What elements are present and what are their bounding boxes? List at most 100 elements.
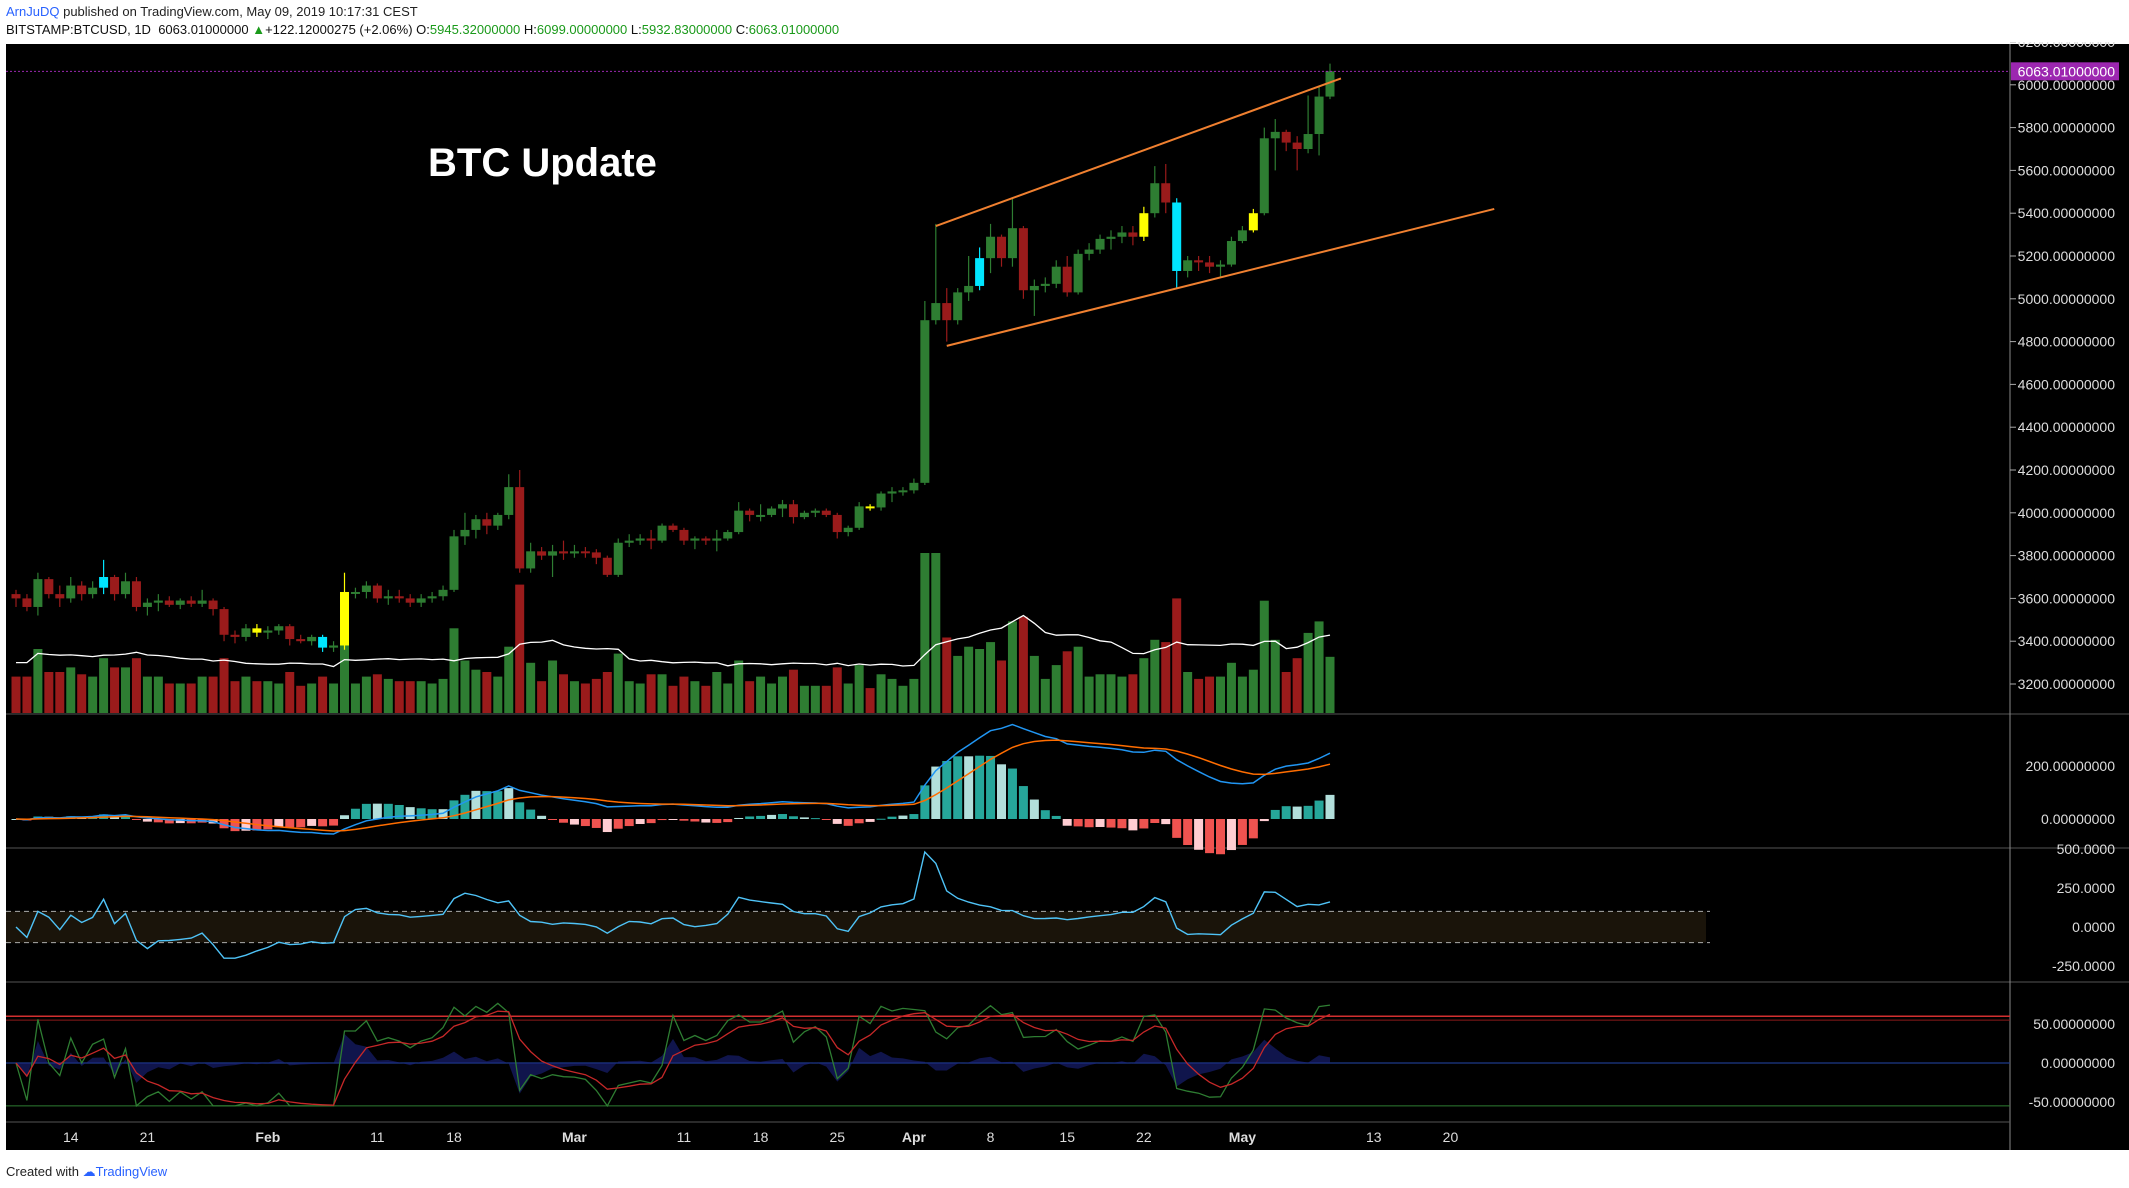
price-tick-label: 4400.00000000 xyxy=(2018,419,2116,435)
macd-tick-label: 200.00000000 xyxy=(2025,758,2115,774)
cci-tick-label: 250.0000 xyxy=(2057,880,2116,896)
macd-histogram-bar xyxy=(1226,819,1236,851)
volume-bar xyxy=(99,658,109,713)
candle-body xyxy=(1325,71,1335,97)
macd-histogram-bar xyxy=(1073,819,1083,827)
up-arrow-icon: ▲ xyxy=(252,22,266,37)
candle-body xyxy=(778,504,787,509)
x-tick-label: 18 xyxy=(446,1129,462,1145)
macd-histogram-bar xyxy=(482,791,492,819)
candle-body xyxy=(580,551,590,554)
chart-canvas[interactable]: 6200.00000000 6000.00000000 5800.00000000 5… xyxy=(0,42,2129,1157)
macd-histogram-bar xyxy=(1051,815,1061,819)
volume-bar xyxy=(799,685,809,713)
chart-background xyxy=(6,44,2010,1150)
macd-histogram-bar xyxy=(646,819,656,824)
cci-tick-label: 500.0000 xyxy=(2057,841,2116,857)
candle-body xyxy=(1095,238,1105,250)
macd-histogram-bar xyxy=(756,815,766,819)
candle-body xyxy=(11,594,21,599)
candle-body xyxy=(1270,131,1280,139)
candle-body xyxy=(646,538,656,541)
price-tick-label: 4200.00000000 xyxy=(2018,462,2116,478)
macd-histogram-bar xyxy=(274,819,284,828)
macd-histogram-bar xyxy=(1018,786,1028,819)
macd-histogram-bar xyxy=(1205,819,1215,854)
volume-bar xyxy=(756,676,766,713)
macd-histogram-bar xyxy=(142,819,152,822)
candle-body xyxy=(22,598,32,607)
macd-histogram-bar xyxy=(241,819,251,831)
macd-histogram-bar xyxy=(1194,819,1204,850)
candle-body xyxy=(1062,266,1072,293)
candle-body xyxy=(307,636,317,642)
macd-histogram-bar xyxy=(778,814,787,819)
volume-bar xyxy=(1314,621,1324,713)
macd-histogram-bar xyxy=(1248,819,1258,839)
candle-body xyxy=(142,602,152,607)
macd-histogram-bar xyxy=(394,804,404,819)
candle-body xyxy=(712,538,722,541)
candle-body xyxy=(1226,241,1236,265)
macd-histogram-bar xyxy=(1259,819,1269,822)
candle-body xyxy=(208,600,218,610)
volume-bar xyxy=(88,676,98,713)
candle-body xyxy=(931,303,941,321)
macd-histogram-bar xyxy=(1040,810,1050,819)
low-label: L: xyxy=(630,22,642,37)
price-tick-label: 5600.00000000 xyxy=(2018,162,2116,178)
volume-bar xyxy=(1281,672,1291,713)
volume-bar xyxy=(1040,678,1050,713)
volume-bar xyxy=(405,681,415,713)
macd-histogram-bar xyxy=(613,819,623,829)
macd-histogram-bar xyxy=(405,807,415,819)
candle-body xyxy=(164,600,174,605)
volume-bar xyxy=(1029,655,1039,713)
volume-bar xyxy=(646,674,656,713)
candle-body xyxy=(975,258,985,286)
author-link[interactable]: ArnJuDQ xyxy=(6,4,60,19)
volume-bar xyxy=(427,683,437,713)
candle-body xyxy=(449,536,459,590)
macd-histogram-bar xyxy=(1106,819,1116,828)
candle-body xyxy=(438,589,448,597)
footer-text: Created with xyxy=(6,1164,79,1179)
candle-body xyxy=(1007,228,1017,259)
candle-body xyxy=(383,596,393,599)
candle-body xyxy=(252,628,262,633)
candle-body xyxy=(1259,138,1269,214)
axes: 6200.00000000 6000.00000000 5800.00000000 5… xyxy=(63,42,2119,1145)
candle-body xyxy=(821,510,831,515)
price-tick-label: 3600.00000000 xyxy=(2018,590,2116,606)
volume-bar xyxy=(526,662,536,713)
candle-body xyxy=(559,551,568,554)
price-tick-label: 6000.00000000 xyxy=(2018,77,2116,93)
candle-body xyxy=(942,303,952,321)
volume-bar xyxy=(1051,665,1061,713)
macd-histogram-bar xyxy=(964,756,974,819)
candle-body xyxy=(810,510,820,513)
last-price-badge xyxy=(2011,62,2119,81)
candle-body xyxy=(668,525,678,530)
volume-bar xyxy=(44,672,54,713)
macd-histogram-bar xyxy=(416,808,426,819)
volume-bar xyxy=(537,681,547,713)
volume-bar xyxy=(810,685,820,713)
candle-body xyxy=(405,598,415,603)
volume-bar xyxy=(953,655,963,713)
macd-histogram-bar xyxy=(986,755,996,819)
tradingview-link[interactable]: TradingView xyxy=(95,1164,168,1179)
candle-body xyxy=(1128,232,1138,237)
volume-bar xyxy=(690,681,700,713)
volume-bar xyxy=(175,683,185,713)
chart-title: BTC Update xyxy=(428,141,657,185)
macd-histogram-bar xyxy=(931,766,941,819)
macd-histogram-bar xyxy=(471,790,481,819)
candle-body xyxy=(1150,183,1160,214)
overlays xyxy=(6,70,2010,1108)
osc-d-line xyxy=(15,1010,1331,1106)
macd-histogram-bar xyxy=(723,819,733,823)
candle-body xyxy=(1292,142,1302,149)
volume-bar xyxy=(1259,600,1269,713)
candle-body xyxy=(416,598,426,603)
